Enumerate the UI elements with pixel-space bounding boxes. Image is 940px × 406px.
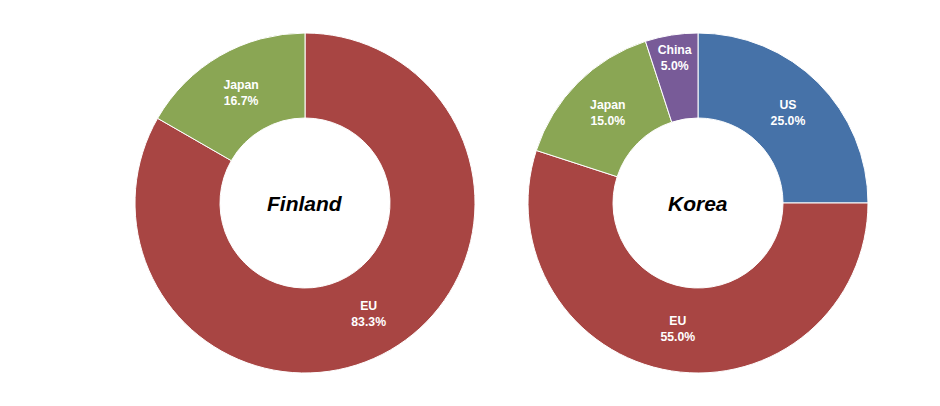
svg-text:Japan15.0%: Japan15.0% bbox=[590, 98, 625, 128]
svg-text:Finland: Finland bbox=[267, 192, 343, 215]
svg-text:EU83.3%: EU83.3% bbox=[351, 299, 386, 329]
svg-text:US25.0%: US25.0% bbox=[771, 98, 806, 128]
svg-text:Korea: Korea bbox=[668, 192, 728, 215]
svg-text:China5.0%: China5.0% bbox=[658, 43, 692, 73]
svg-text:EU55.0%: EU55.0% bbox=[660, 314, 695, 344]
svg-text:Japan16.7%: Japan16.7% bbox=[223, 78, 258, 108]
